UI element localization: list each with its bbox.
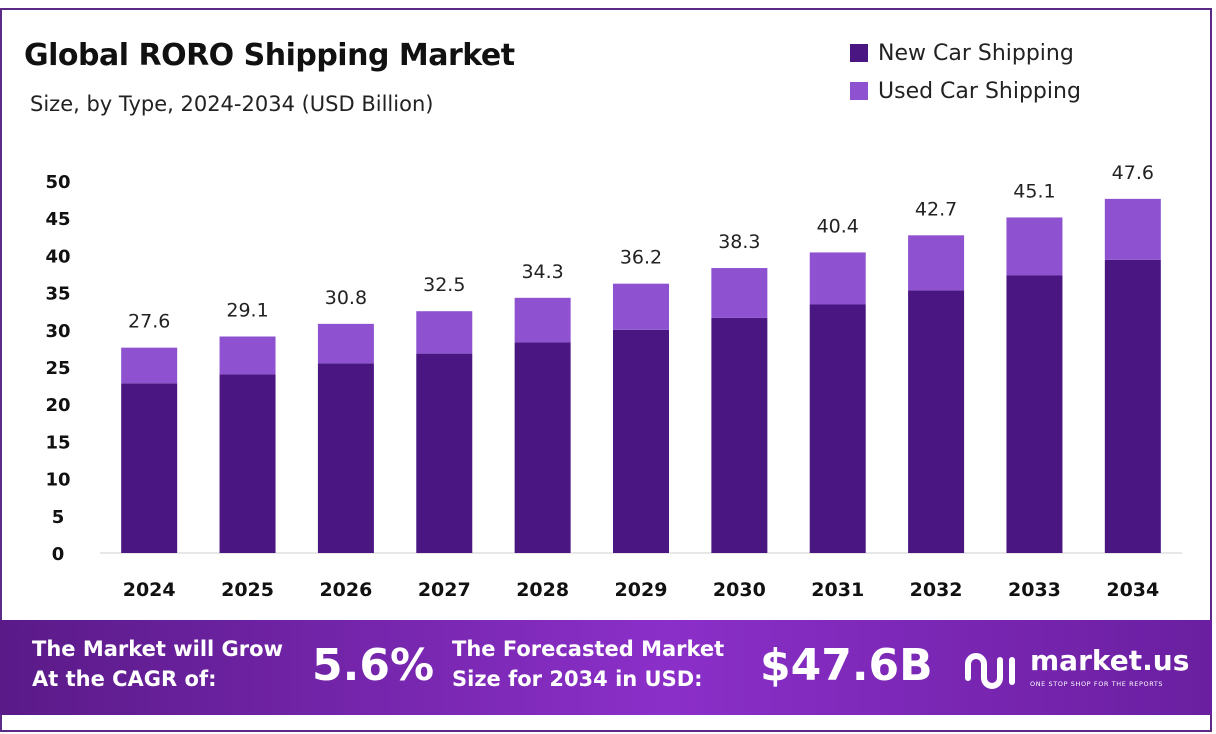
bar-chart: 0510152025303540455027.6202429.1202530.8… (45, 162, 1182, 601)
legend-item-new-car: New Car Shipping (850, 34, 1081, 72)
brand-tagline: ONE STOP SHOP FOR THE REPORTS (1030, 680, 1164, 688)
x-tick-label: 2033 (1008, 579, 1061, 601)
y-tick-label: 35 (45, 284, 70, 305)
bar-total-label: 36.2 (620, 247, 662, 269)
bar-segment-new-car (1006, 275, 1063, 553)
bar-segment-new-car (317, 363, 374, 553)
bar-segment-used-car (711, 268, 768, 318)
legend-label-new-car: New Car Shipping (878, 40, 1074, 66)
bar-segment-used-car (514, 297, 571, 343)
cagr-value: 5.6% (312, 640, 435, 691)
bar-segment-new-car (809, 304, 866, 553)
bar-segment-new-car (908, 290, 965, 553)
bar-total-label: 47.6 (1112, 162, 1154, 184)
brand-name: market.us (1030, 644, 1190, 677)
bar-segment-used-car (1104, 198, 1161, 260)
legend-swatch-new-car (850, 44, 868, 62)
forecast-label-line2: Size for 2034 in USD: (452, 667, 703, 691)
bar-segment-new-car (1104, 259, 1161, 553)
y-tick-label: 10 (45, 470, 70, 491)
forecast-value: $47.6B (760, 640, 933, 691)
bar-segment-new-car (219, 374, 276, 553)
bar-total-label: 38.3 (718, 231, 760, 253)
y-tick-label: 30 (45, 321, 70, 342)
bar-segment-used-car (1006, 217, 1063, 276)
bar-total-label: 27.6 (128, 311, 170, 333)
bar-total-label: 45.1 (1013, 180, 1055, 202)
y-tick-label: 0 (52, 544, 65, 565)
chart-subtitle: Size, by Type, 2024-2034 (USD Billion) (30, 92, 434, 116)
cagr-label-line2: At the CAGR of: (32, 667, 217, 691)
y-tick-label: 5 (52, 507, 65, 528)
bar-total-label: 42.7 (915, 198, 957, 220)
bar-segment-new-car (514, 342, 571, 553)
bar-total-label: 40.4 (817, 215, 859, 237)
bar-segment-used-car (416, 311, 473, 354)
y-tick-label: 40 (45, 246, 70, 267)
chart-title: Global RORO Shipping Market (24, 38, 515, 73)
bar-segment-used-car (809, 252, 866, 305)
bar-segment-used-car (317, 323, 374, 364)
x-tick-label: 2031 (811, 579, 864, 601)
bar-segment-used-car (908, 235, 965, 291)
forecast-label: The Forecasted Market Size for 2034 in U… (452, 634, 724, 694)
x-tick-label: 2032 (910, 579, 963, 601)
bar-segment-new-car (416, 353, 473, 553)
legend-swatch-used-car (850, 82, 868, 100)
bar-segment-new-car (613, 329, 669, 553)
cagr-label: The Market will Grow At the CAGR of: (32, 634, 283, 694)
y-tick-label: 25 (45, 358, 70, 379)
x-tick-label: 2024 (123, 579, 176, 601)
bar-total-label: 29.1 (226, 299, 268, 321)
x-tick-label: 2027 (418, 579, 471, 601)
y-tick-label: 15 (45, 432, 70, 453)
bar-segment-new-car (121, 383, 178, 553)
bar-total-label: 30.8 (325, 287, 367, 309)
forecast-label-line1: The Forecasted Market (452, 637, 725, 661)
x-tick-label: 2030 (713, 579, 766, 601)
cagr-label-line1: The Market will Grow (32, 637, 283, 661)
y-tick-label: 50 (45, 172, 70, 193)
bar-total-label: 34.3 (521, 261, 563, 283)
bar-segment-used-car (219, 336, 276, 375)
bar-segment-new-car (711, 317, 768, 553)
y-tick-label: 45 (45, 209, 70, 230)
x-tick-label: 2026 (319, 579, 372, 601)
legend-label-used-car: Used Car Shipping (878, 78, 1081, 104)
market-us-logo-icon (965, 653, 1015, 689)
bar-total-label: 32.5 (423, 274, 465, 296)
legend-item-used-car: Used Car Shipping (850, 72, 1081, 110)
bar-segment-used-car (613, 283, 669, 330)
x-tick-label: 2029 (615, 579, 668, 601)
y-tick-label: 20 (45, 395, 70, 416)
x-tick-label: 2025 (221, 579, 274, 601)
bar-segment-used-car (121, 347, 178, 384)
chart-legend: New Car Shipping Used Car Shipping (850, 34, 1081, 110)
x-tick-label: 2034 (1106, 579, 1159, 601)
x-tick-label: 2028 (516, 579, 569, 601)
